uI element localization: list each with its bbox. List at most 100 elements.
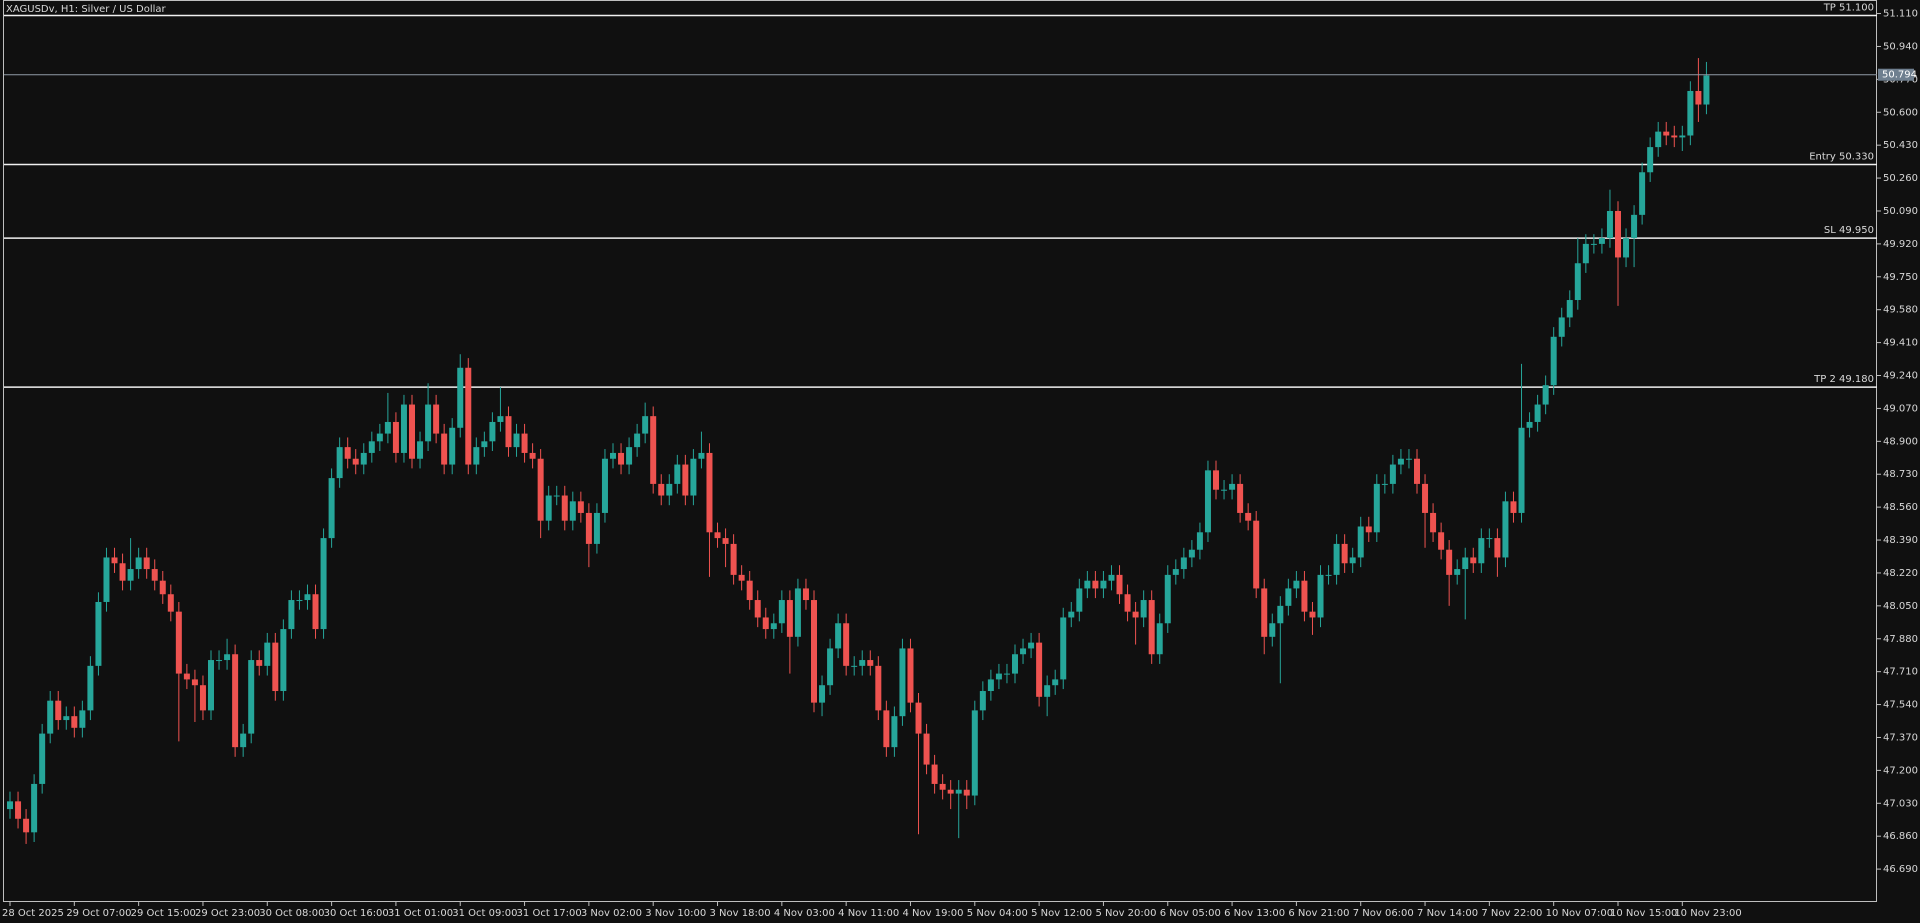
candle-body <box>642 416 649 434</box>
candle-body <box>963 789 970 796</box>
candle-body <box>400 404 407 453</box>
candle-body <box>1389 464 1396 484</box>
candle-body <box>1606 210 1613 239</box>
candle-body <box>1365 526 1372 533</box>
candle-body <box>979 691 986 711</box>
candle-body <box>1663 131 1670 136</box>
candle-body <box>690 458 697 496</box>
candle-body <box>1558 317 1565 337</box>
candle-body <box>859 660 866 666</box>
candle-body <box>232 654 239 748</box>
y-tick-label: 48.730 <box>1883 469 1918 480</box>
candle-body <box>1373 483 1380 533</box>
candle-body <box>127 569 134 581</box>
candle-body <box>87 665 94 711</box>
y-tick-label: 49.580 <box>1883 305 1918 316</box>
candle-body <box>1261 588 1268 637</box>
candle-body <box>1438 532 1445 550</box>
candle-body <box>280 629 287 692</box>
candle-body <box>433 404 440 434</box>
y-tick-label: 47.030 <box>1883 798 1918 809</box>
y-tick-label: 49.920 <box>1883 239 1918 250</box>
candle-body <box>626 447 633 465</box>
candle-body <box>55 700 62 721</box>
candle-body <box>1060 617 1067 680</box>
x-tick-label: 5 Nov 04:00 <box>967 908 1028 919</box>
candle-body <box>119 563 126 581</box>
candle-body <box>272 642 279 692</box>
x-tick-label: 31 Oct 17:00 <box>517 908 582 919</box>
candle-body <box>1301 580 1308 612</box>
candle-body <box>1052 679 1059 686</box>
candle-body <box>1582 243 1589 264</box>
candle-body <box>1269 623 1276 637</box>
x-tick-label: 4 Nov 11:00 <box>838 908 899 919</box>
candle-body <box>1309 611 1316 618</box>
candle-body <box>730 543 737 575</box>
candle-body <box>457 367 464 428</box>
current-price-box <box>1878 68 1914 81</box>
candle-body <box>1703 75 1710 105</box>
candle-body <box>47 700 54 734</box>
plot-frame <box>3 0 1877 902</box>
candle-body <box>674 464 681 484</box>
candle-body <box>1422 483 1429 513</box>
candle-body <box>175 611 182 674</box>
x-tick-label: 29 Oct 23:00 <box>195 908 260 919</box>
candle-body <box>618 452 625 465</box>
x-tick-label: 29 Oct 15:00 <box>131 908 196 919</box>
candle-body <box>1180 557 1187 570</box>
candle-body <box>843 623 850 666</box>
candle-body <box>1213 470 1219 490</box>
candle-body <box>786 600 793 637</box>
y-tick-label: 50.090 <box>1883 206 1918 217</box>
candle-body <box>1631 214 1638 239</box>
x-tick-label: 30 Oct 16:00 <box>324 908 389 919</box>
candle-body <box>1285 588 1292 606</box>
x-tick-label: 10 Nov 23:00 <box>1674 908 1741 919</box>
y-tick-label: 49.750 <box>1883 272 1918 283</box>
candle-body <box>1156 623 1163 655</box>
candle-body <box>1655 131 1662 148</box>
candle-body <box>79 710 86 728</box>
y-tick-label: 51.110 <box>1883 9 1918 20</box>
candle-body <box>1293 580 1300 589</box>
candle-body <box>1647 147 1654 173</box>
candle-body <box>754 600 761 618</box>
candle-body <box>1020 648 1027 655</box>
candle-body <box>593 512 600 544</box>
candle-body <box>1598 238 1605 244</box>
candle-body <box>1317 574 1324 618</box>
candle-body <box>417 441 424 459</box>
candle-body <box>1221 489 1228 491</box>
candle-body <box>722 538 729 544</box>
candle-body <box>167 594 174 612</box>
candle-body <box>199 685 206 711</box>
x-tick-label: 3 Nov 02:00 <box>581 908 642 919</box>
y-tick-label: 47.880 <box>1883 634 1918 645</box>
candle-body <box>489 421 496 442</box>
candle-body <box>1494 538 1501 558</box>
y-tick-label: 49.240 <box>1883 371 1918 382</box>
candle-body <box>151 569 158 581</box>
y-tick-label: 50.430 <box>1883 140 1918 151</box>
candle-body <box>1277 605 1284 624</box>
candle-body <box>1542 385 1549 405</box>
y-tick-label: 50.260 <box>1883 173 1918 184</box>
y-tick-label: 47.710 <box>1883 667 1918 678</box>
candle-body <box>71 716 78 728</box>
candle-body <box>915 702 922 734</box>
candle-body <box>1414 458 1420 484</box>
candle-body <box>706 452 713 533</box>
candle-body <box>1253 520 1260 589</box>
candle-body <box>497 416 504 422</box>
candle-body <box>1518 427 1525 513</box>
y-tick-label: 47.200 <box>1883 765 1918 776</box>
y-tick-label: 48.050 <box>1883 601 1918 612</box>
x-tick-label: 7 Nov 14:00 <box>1417 908 1478 919</box>
candle-body <box>585 512 592 544</box>
candle-body <box>1623 238 1630 258</box>
candle-body <box>63 716 70 721</box>
